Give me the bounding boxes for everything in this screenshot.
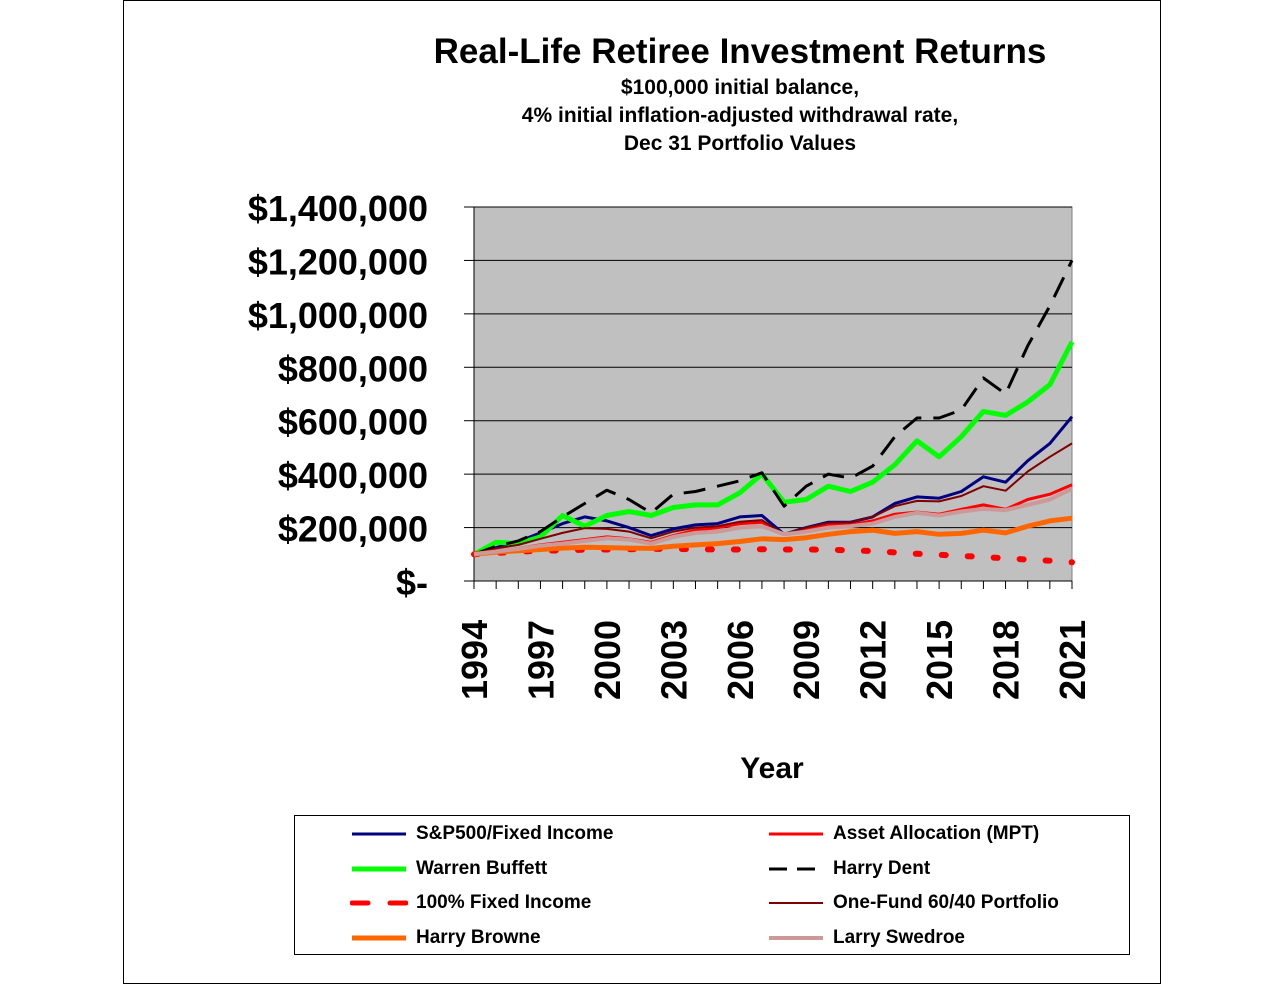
series-line-harry-browne: [473, 515, 1073, 557]
legend-label: Asset Allocation (MPT): [833, 823, 1040, 844]
legend-item: Harry Browne: [350, 923, 541, 953]
legend-label: Larry Swedroe: [833, 926, 965, 948]
legend-item: One-Fund 60/40 Portfolio: [767, 888, 1059, 918]
chart-subtitle-line-2: 4% initial inflation-adjusted withdrawal…: [521, 104, 959, 127]
legend-item: Asset Allocation (MPT): [767, 819, 1039, 849]
legend-swatch: [352, 866, 406, 871]
legend-swatch: [352, 935, 406, 940]
x-tick-label: 2000: [587, 620, 628, 700]
y-tick-label: $-: [396, 562, 428, 603]
x-tick-label: 1997: [520, 620, 561, 700]
x-tick-label: 2003: [653, 620, 694, 700]
legend-label: 100% Fixed Income: [416, 892, 592, 913]
legend-swatch: [769, 832, 823, 836]
x-tick-label: 1994: [454, 620, 495, 700]
legend-swatch: [352, 832, 406, 836]
series-line-one-fund-60-40-portfolio: [473, 442, 1073, 556]
series-line-larry-swedroe: [473, 486, 1073, 557]
series-line-harry-dent: [473, 259, 1074, 556]
legend-label: S&P500/Fixed Income: [416, 823, 614, 844]
y-tick-label: $800,000: [278, 348, 428, 389]
legend-label: Warren Buffett: [416, 857, 548, 879]
legend-swatch: [769, 902, 823, 904]
y-axis-tick-labels: $- $200,000 $400,000 $600,000 $800,000 $1,000…: [248, 188, 428, 603]
y-tick-label: $1,200,000: [248, 241, 428, 282]
legend: S&P500/Fixed Income Asset Allocation (MPT…: [294, 815, 1130, 955]
legend-label: Harry Dent: [833, 857, 931, 879]
legend-label: Harry Browne: [416, 926, 541, 948]
y-tick-label: $600,000: [278, 402, 428, 443]
legend-swatch: [350, 900, 408, 906]
axes: [464, 206, 1073, 589]
series-line-100-fixed-income: [471, 545, 1075, 566]
x-axis-label: Year: [740, 752, 804, 785]
x-tick-label: 2009: [786, 620, 827, 700]
legend-swatch: [769, 867, 823, 870]
y-tick-label: $1,000,000: [248, 295, 428, 336]
x-tick-label: 2021: [1052, 620, 1093, 700]
chart-subtitle-line-3: Dec 31 Portfolio Values: [623, 132, 857, 155]
legend-item: S&P500/Fixed Income: [350, 819, 613, 849]
legend-item: 100% Fixed Income: [350, 888, 591, 918]
gridlines: [474, 206, 1072, 529]
legend-item: Warren Buffett: [350, 854, 547, 884]
legend-item: Larry Swedroe: [767, 923, 965, 953]
x-tick-label: 2018: [986, 620, 1027, 700]
y-tick-label: $1,400,000: [248, 188, 428, 229]
legend-swatch: [769, 935, 823, 940]
y-tick-label: $200,000: [278, 509, 428, 550]
chart-title: Real-Life Retiree Investment Returns: [433, 32, 1047, 71]
chart-subtitle-line-1: $100,000 initial balance,: [620, 76, 860, 99]
series-line-warren-buffett: [472, 340, 1075, 557]
x-axis-tick-labels: 1994 1997 2000 2003 2006 2009 2012 2015 2018 2021: [454, 620, 1093, 700]
legend-item: Harry Dent: [767, 854, 930, 884]
x-tick-label: 2012: [853, 620, 894, 700]
series-lines: [471, 259, 1075, 566]
x-tick-label: 2006: [720, 620, 761, 700]
legend-label: One-Fund 60/40 Portfolio: [833, 892, 1059, 913]
y-tick-label: $400,000: [278, 455, 428, 496]
x-tick-label: 2015: [919, 620, 960, 700]
